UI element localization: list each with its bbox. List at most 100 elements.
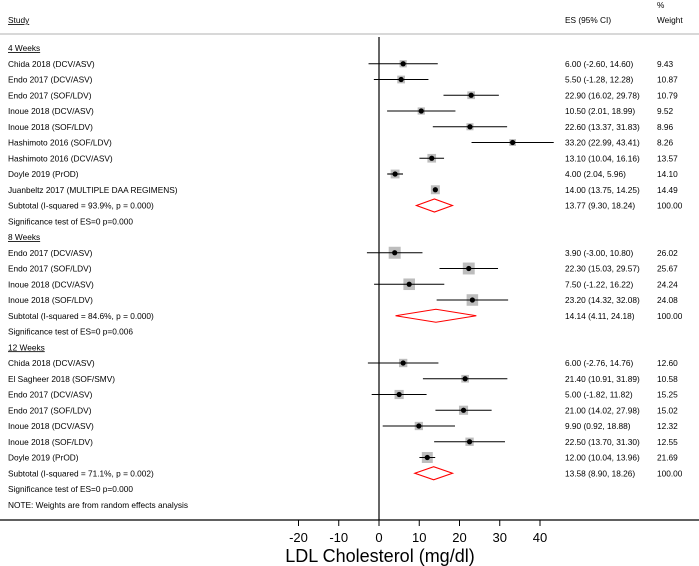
study-weight: 10.79 <box>657 90 678 100</box>
study-es-ci: 33.20 (22.99, 43.41) <box>565 138 640 148</box>
study-label: Endo 2017 (SOF/LDV) <box>8 405 92 415</box>
study-point <box>432 187 438 193</box>
study-point <box>466 265 472 272</box>
group-label: 12 Weeks <box>8 342 45 352</box>
study-weight: 12.55 <box>657 437 678 447</box>
study-es-ci: 6.00 (-2.60, 14.60) <box>565 59 634 69</box>
study-weight: 10.58 <box>657 374 678 384</box>
study-point <box>400 61 406 67</box>
study-point <box>460 407 467 413</box>
note: NOTE: Weights are from random effects an… <box>8 500 188 510</box>
subtotal-es-ci: 13.77 (9.30, 18.24) <box>565 201 635 211</box>
significance-test: Significance test of ES=0 p=0.000 <box>8 216 133 226</box>
study-label: Inoue 2018 (DCV/ASV) <box>8 106 94 116</box>
study-weight: 26.02 <box>657 248 678 258</box>
study-es-ci: 10.50 (2.01, 18.99) <box>565 106 635 116</box>
study-weight: 8.26 <box>657 138 674 148</box>
study-es-ci: 22.50 (13.70, 31.30) <box>565 437 640 447</box>
study-label: Chida 2018 (DCV/ASV) <box>8 59 95 69</box>
study-weight: 24.24 <box>657 279 678 289</box>
study-es-ci: 21.00 (14.02, 27.98) <box>565 405 640 415</box>
study-point <box>467 124 473 130</box>
study-label: Juanbeltz 2017 (MULTIPLE DAA REGIMENS) <box>8 185 178 195</box>
header-weight-percent: % <box>657 0 665 10</box>
study-point <box>466 439 473 445</box>
study-point <box>392 250 398 256</box>
x-tick-label: 10 <box>412 530 426 545</box>
study-weight: 9.52 <box>657 106 674 116</box>
study-label: Doyle 2019 (PrOD) <box>8 453 79 463</box>
header-es: ES (95% CI) <box>565 15 611 25</box>
study-weight: 8.96 <box>657 122 674 132</box>
study-label: Inoue 2018 (SOF/LDV) <box>8 437 93 447</box>
study-point <box>416 423 422 429</box>
study-es-ci: 21.40 (10.91, 31.89) <box>565 374 640 384</box>
subtotal-weight: 100.00 <box>657 311 683 321</box>
group-label: 4 Weeks <box>8 43 40 53</box>
subtotal-diamond <box>414 198 455 213</box>
study-weight: 14.49 <box>657 185 678 195</box>
significance-test: Significance test of ES=0 p=0.000 <box>8 484 133 494</box>
study-weight: 12.32 <box>657 421 678 431</box>
study-weight: 15.02 <box>657 405 678 415</box>
study-weight: 21.69 <box>657 453 678 463</box>
study-label: Inoue 2018 (DCV/ASV) <box>8 421 94 431</box>
study-weight: 9.43 <box>657 59 674 69</box>
study-label: Endo 2017 (SOF/LDV) <box>8 90 92 100</box>
x-tick-label: -20 <box>289 530 308 545</box>
subtotal-label: Subtotal (I-squared = 84.6%, p = 0.000) <box>8 311 154 321</box>
study-label: Endo 2017 (SOF/LDV) <box>8 264 92 274</box>
study-point <box>424 454 430 461</box>
study-label: Endo 2017 (DCV/ASV) <box>8 390 93 400</box>
study-es-ci: 14.00 (13.75, 14.25) <box>565 185 640 195</box>
study-es-ci: 12.00 (10.04, 13.96) <box>565 453 640 463</box>
study-es-ci: 22.30 (15.03, 29.57) <box>565 264 640 274</box>
subtotal-label: Subtotal (I-squared = 93.9%, p = 0.000) <box>8 201 154 211</box>
study-label: Endo 2017 (DCV/ASV) <box>8 75 93 85</box>
significance-test: Significance test of ES=0 p=0.006 <box>8 327 133 337</box>
study-point <box>392 171 398 177</box>
subtotal-weight: 100.00 <box>657 201 683 211</box>
study-label: Endo 2017 (DCV/ASV) <box>8 248 93 258</box>
study-es-ci: 13.10 (10.04, 16.16) <box>565 153 640 163</box>
study-point <box>429 155 435 161</box>
study-point <box>469 297 475 303</box>
study-label: El Sagheer 2018 (SOF/SMV) <box>8 374 115 384</box>
subtotal-es-ci: 14.14 (4.11, 24.18) <box>565 311 635 321</box>
study-es-ci: 9.90 (0.92, 18.88) <box>565 421 631 431</box>
study-label: Hashimoto 2016 (SOF/LDV) <box>8 138 112 148</box>
study-weight: 12.60 <box>657 358 678 368</box>
study-label: Hashimoto 2016 (DCV/ASV) <box>8 153 113 163</box>
study-es-ci: 22.60 (13.37, 31.83) <box>565 122 640 132</box>
study-point <box>400 360 406 366</box>
study-es-ci: 7.50 (-1.22, 16.22) <box>565 279 634 289</box>
study-weight: 25.67 <box>657 264 678 274</box>
study-label: Inoue 2018 (SOF/LDV) <box>8 122 93 132</box>
study-point <box>418 108 424 114</box>
study-label: Inoue 2018 (SOF/LDV) <box>8 295 93 305</box>
study-weight: 24.08 <box>657 295 678 305</box>
study-point <box>468 92 474 98</box>
study-weight: 15.25 <box>657 390 678 400</box>
x-tick-label: 0 <box>375 530 382 545</box>
group-label: 8 Weeks <box>8 232 40 242</box>
subtotal-diamond <box>395 308 477 323</box>
x-axis-title: LDL Cholesterol (mg/dl) <box>285 546 474 566</box>
study-point <box>462 376 468 382</box>
study-point <box>396 391 402 398</box>
study-weight: 10.87 <box>657 75 678 85</box>
x-tick-label: -10 <box>329 530 348 545</box>
study-es-ci: 5.50 (-1.28, 12.28) <box>565 75 634 85</box>
subtotal-label: Subtotal (I-squared = 71.1%, p = 0.002) <box>8 468 154 478</box>
study-es-ci: 4.00 (2.04, 5.96) <box>565 169 626 179</box>
x-tick-label: 20 <box>452 530 466 545</box>
study-es-ci: 5.00 (-1.82, 11.82) <box>565 390 633 400</box>
subtotal-weight: 100.00 <box>657 468 683 478</box>
study-weight: 14.10 <box>657 169 678 179</box>
study-es-ci: 3.90 (-3.00, 10.80) <box>565 248 634 258</box>
study-point <box>406 281 412 287</box>
subtotal-es-ci: 13.58 (8.90, 18.26) <box>565 468 635 478</box>
subtotal-diamond <box>413 466 455 481</box>
study-point <box>510 139 516 146</box>
